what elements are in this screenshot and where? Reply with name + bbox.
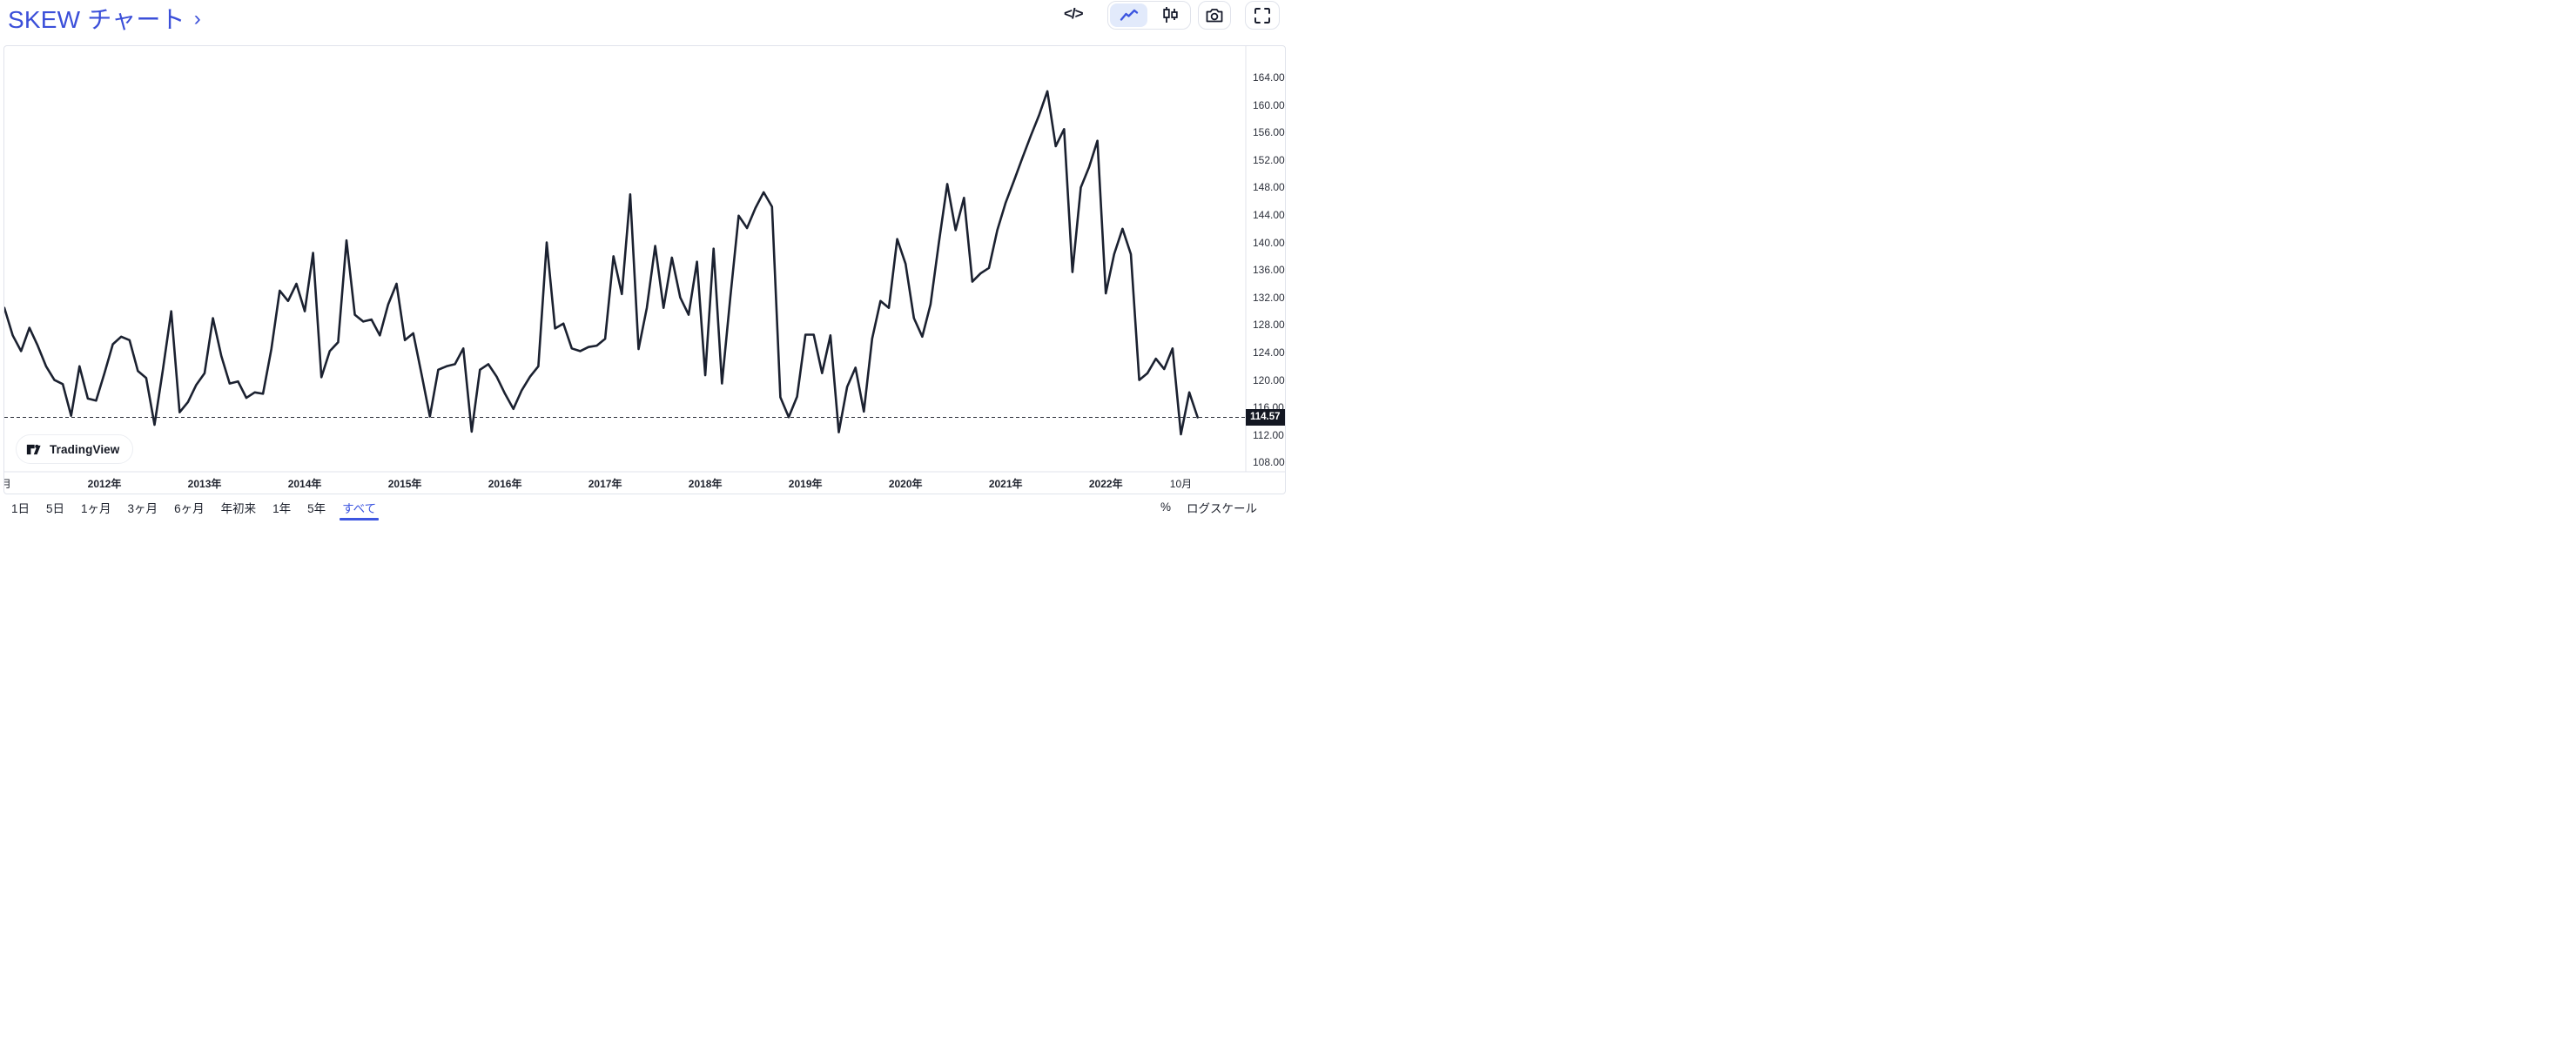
y-axis-label: 112.00 xyxy=(1253,428,1284,441)
x-axis-label: 月 xyxy=(4,476,11,491)
candlestick-button[interactable] xyxy=(1151,3,1188,27)
y-axis-label: 152.00 xyxy=(1253,153,1285,166)
camera-button[interactable] xyxy=(1198,1,1231,30)
embed-code-button[interactable]: </> xyxy=(1064,5,1084,23)
x-axis-label: 2013年 xyxy=(187,478,222,490)
log-scale-button[interactable]: ログスケール xyxy=(1187,501,1257,515)
range-toolbar: 1日 5日 1ヶ月 3ヶ月 6ヶ月 年初来 1年 5年 すべて % ログスケール xyxy=(0,494,1288,520)
x-axis-label: 2012年 xyxy=(87,478,122,490)
scale-controls: % ログスケール xyxy=(1160,499,1257,516)
chevron-right-icon: › xyxy=(193,7,201,30)
y-axis-label: 128.00 xyxy=(1253,319,1285,332)
x-axis-label: 2021年 xyxy=(988,478,1023,490)
range-button[interactable]: 6ヶ月 xyxy=(174,501,205,515)
y-axis-label: 136.00 xyxy=(1253,264,1285,277)
fullscreen-button[interactable] xyxy=(1245,1,1280,30)
range-button[interactable]: 1ヶ月 xyxy=(81,501,111,515)
y-axis-label: 148.00 xyxy=(1253,181,1285,194)
x-axis-label: 2014年 xyxy=(287,478,322,490)
camera-icon xyxy=(1206,9,1223,23)
page-title[interactable]: SKEW チャート › xyxy=(8,1,201,36)
percent-scale-button[interactable]: % xyxy=(1160,500,1171,514)
x-axis-label: 2019年 xyxy=(788,478,823,490)
range-button[interactable]: 5日 xyxy=(46,501,65,515)
candlestick-icon xyxy=(1162,6,1178,23)
embed-code-icon: </> xyxy=(1064,5,1084,22)
chart-type-toggle xyxy=(1107,1,1191,30)
range-button[interactable]: 3ヶ月 xyxy=(127,501,158,515)
price-line-series xyxy=(4,90,1199,436)
x-axis-label: 2022年 xyxy=(1088,478,1123,490)
y-axis-label: 132.00 xyxy=(1253,291,1285,304)
y-axis-label: 160.00 xyxy=(1253,98,1285,111)
price-chart-canvas[interactable] xyxy=(4,46,1285,494)
y-axis-label: 124.00 xyxy=(1253,346,1285,359)
range-button[interactable]: すべて xyxy=(340,494,380,520)
x-axis-label: 10月 xyxy=(1169,478,1193,490)
y-axis-label: 156.00 xyxy=(1253,126,1285,139)
y-axis-label: 164.00 xyxy=(1253,71,1285,84)
y-axis-label: 108.00 xyxy=(1253,456,1285,469)
range-button[interactable]: 1年 xyxy=(272,501,292,515)
x-axis-label: 2018年 xyxy=(688,478,723,490)
time-axis[interactable]: 月 2012年 2013年 2014年 2015年 2016年 2017年 2018年 2019… xyxy=(4,472,1285,494)
range-button[interactable]: 1日 xyxy=(11,501,30,515)
tradingview-logo-icon xyxy=(26,444,41,454)
chart-frame: 164.00 160.00 156.00 152.00 148.00 144.00 140.… xyxy=(3,45,1286,494)
current-price-label: 114.57 xyxy=(1246,408,1285,426)
x-axis-label: 2016年 xyxy=(488,478,522,490)
price-axis[interactable]: 164.00 160.00 156.00 152.00 148.00 144.00 140.… xyxy=(1246,46,1285,472)
page-title-text: SKEW チャート xyxy=(8,6,185,33)
range-buttons: 1日 5日 1ヶ月 3ヶ月 6ヶ月 年初来 1年 5年 すべて xyxy=(11,494,380,520)
range-button[interactable]: 5年 xyxy=(307,501,326,515)
y-axis-label: 120.00 xyxy=(1253,373,1285,386)
line-chart-icon xyxy=(1120,9,1138,21)
x-axis-label: 2015年 xyxy=(387,478,422,490)
x-axis-label: 2017年 xyxy=(588,478,622,490)
fullscreen-icon xyxy=(1254,7,1270,24)
range-button[interactable]: 年初来 xyxy=(220,501,257,515)
tradingview-logo-badge[interactable]: TradingView xyxy=(16,434,134,464)
y-axis-label: 140.00 xyxy=(1253,236,1285,249)
line-chart-button[interactable] xyxy=(1110,3,1147,27)
y-axis-label: 144.00 xyxy=(1253,209,1285,221)
tradingview-logo-text: TradingView xyxy=(50,442,120,456)
x-axis-label: 2020年 xyxy=(888,478,923,490)
